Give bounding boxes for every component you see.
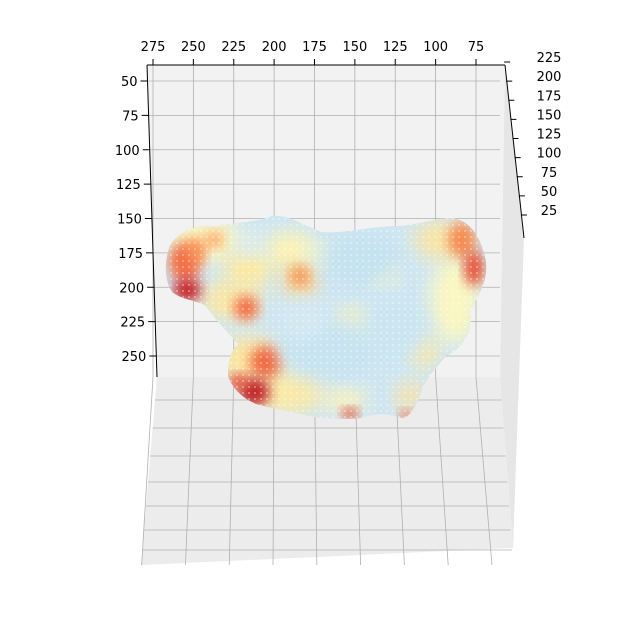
z-tick-label: 150 <box>537 108 562 123</box>
y-tick-label: 150 <box>117 213 142 228</box>
x-tick-label: 225 <box>221 40 246 55</box>
y-tick-label: 250 <box>121 350 146 365</box>
y-tick-label: 225 <box>120 316 145 331</box>
surface-mesh <box>165 215 487 419</box>
y-tick-label: 100 <box>115 144 140 159</box>
x-gridline-floor <box>228 376 235 566</box>
y-axis-line <box>146 64 158 378</box>
y-tick-label: 200 <box>119 281 144 296</box>
z-tick-label: 25 <box>541 204 558 219</box>
y-tick-label: 175 <box>118 247 143 262</box>
x-tick-label: 200 <box>262 40 287 55</box>
z-axis-ticks: 225 200 175 150 125 100 75 50 25 <box>504 51 561 219</box>
x-gridline-floor <box>141 376 154 566</box>
x-tick-label: 250 <box>181 40 206 55</box>
x-tick-label: 75 <box>468 40 485 55</box>
z-axis-line <box>504 64 525 239</box>
floor-pane <box>141 377 513 565</box>
y-axis-ticks: 50 75 100 125 150 175 200 225 250 <box>115 75 157 365</box>
x-gridline-floor <box>185 376 194 566</box>
x-tick-label: 175 <box>302 40 327 55</box>
z-tick-label: 125 <box>537 128 562 143</box>
x-tick-label: 100 <box>423 40 448 55</box>
z-tick-label: 175 <box>537 89 562 104</box>
z-tick-label: 200 <box>537 70 562 85</box>
z-tick-label: 50 <box>541 185 558 200</box>
z-tick-label: 225 <box>537 51 562 66</box>
x-axis-ticks: 275 250 225 200 175 150 125 100 75 <box>141 40 485 65</box>
y-tick-label: 75 <box>122 109 139 124</box>
x-tick-label: 125 <box>383 40 408 55</box>
x-gridline-floor <box>435 376 449 566</box>
x-tick-label: 150 <box>342 40 367 55</box>
z-tick-label: 75 <box>541 166 558 181</box>
y-tick-label: 50 <box>121 75 138 90</box>
x-gridline-floor <box>475 376 493 566</box>
z-tick-label: 100 <box>537 147 562 162</box>
surface <box>165 215 487 419</box>
y-tick-label: 125 <box>116 178 141 193</box>
x-gridline-floor <box>272 376 275 566</box>
x-tick-label: 275 <box>141 40 166 55</box>
